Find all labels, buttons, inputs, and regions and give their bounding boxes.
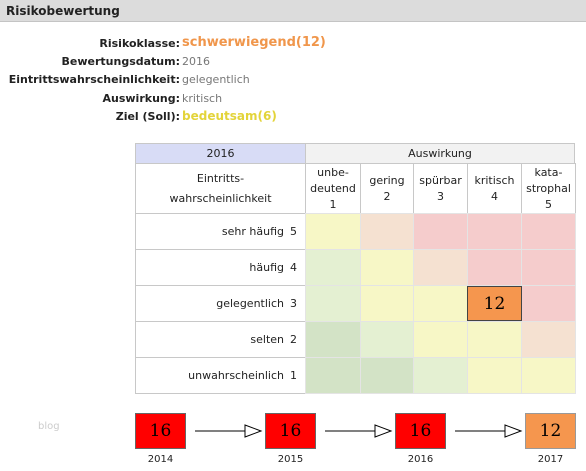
risk-cell: [467, 249, 522, 286]
timeline-year: 2015: [277, 454, 304, 465]
row-level: 4: [290, 260, 297, 274]
field-value: kritisch: [182, 92, 223, 105]
column-label-line: kritisch: [474, 173, 515, 187]
column-level: 1: [329, 197, 337, 211]
column-label: spürbar 3: [413, 163, 468, 214]
risk-cell: [521, 213, 576, 250]
field-label: Auswirkung:: [102, 92, 181, 105]
watermark: blog: [38, 421, 60, 432]
risk-cell: [305, 213, 361, 250]
timeline-year: 2014: [147, 454, 174, 465]
row-label-text: gelegentlich: [216, 296, 284, 310]
risk-cell: [305, 249, 361, 286]
column-label: unbe-deutend 1: [305, 163, 361, 214]
risk-cell: [413, 321, 468, 358]
column-label-line: unbe-: [317, 165, 349, 179]
field-label: Risikoklasse:: [99, 37, 180, 50]
timeline-box: 16: [135, 413, 186, 449]
current-risk: 12: [467, 286, 522, 321]
field-label: Eintrittswahrscheinlichkeit:: [8, 73, 180, 86]
row-label: häufig 4: [135, 249, 306, 286]
field-label: Bewertungsdatum:: [61, 55, 180, 68]
risk-cell: [521, 321, 576, 358]
row-level: 5: [290, 224, 297, 238]
arrow-part: [374, 424, 393, 438]
row-level: 2: [290, 332, 297, 346]
row-label-text: häufig: [249, 260, 284, 274]
row-label: unwahrscheinlich 1: [135, 357, 306, 394]
risk-cell: [521, 357, 576, 394]
risk-cell: [413, 213, 468, 250]
column-level: 4: [491, 189, 498, 203]
row-level: 3: [290, 296, 297, 310]
risk-cell: [360, 321, 414, 358]
risk-cell: [413, 357, 468, 394]
row-header-line: Eintritts-: [196, 171, 245, 185]
field-value: 2016: [182, 55, 210, 68]
risk-cell: [305, 285, 361, 322]
field-value: gelegentlich: [182, 73, 250, 86]
column-label: gering 2: [360, 163, 414, 214]
column-label-line: gering: [369, 173, 405, 187]
column-label: kata-strophal 5: [521, 163, 576, 214]
risk-cell: [413, 285, 468, 322]
risk-cell: [467, 357, 522, 394]
risk-cell: [467, 213, 522, 250]
risk-cell: [360, 357, 414, 394]
field-value: bedeutsam(6): [182, 109, 277, 123]
column-label-line: spürbar: [419, 173, 462, 187]
row-label-text: selten: [250, 332, 284, 346]
column-level: 2: [383, 189, 391, 203]
risk-cell: [360, 213, 414, 250]
field-value: schwerwiegend(12): [182, 35, 326, 50]
column-label-line: strophal: [526, 181, 571, 195]
risk-cell: [521, 249, 576, 286]
timeline-box: 16: [265, 413, 316, 449]
risk-cell: [521, 285, 576, 322]
row-label: sehr häufig 5: [135, 213, 306, 250]
row-label: selten 2: [135, 321, 306, 358]
column-label: kritisch 4: [467, 163, 522, 214]
risk-cell: [413, 249, 468, 286]
risk-cell: [467, 321, 522, 358]
risk-cell: [360, 249, 414, 286]
panel-title: Risikobewertung: [0, 0, 586, 22]
column-level: 5: [545, 197, 552, 211]
column-label-line: kata-: [534, 165, 563, 179]
column-label-line: deutend: [310, 181, 356, 195]
timeline-box: 16: [395, 413, 446, 449]
timeline-box: 12: [525, 413, 576, 449]
arrow-part: [504, 424, 523, 438]
timeline-year: 2016: [407, 454, 434, 465]
field-label: Ziel (Soll):: [115, 110, 180, 123]
timeline-year: 2017: [537, 454, 564, 465]
row-label-text: unwahrscheinlich: [188, 368, 284, 382]
arrow-part: [244, 424, 263, 438]
row-header-line: wahrscheinlichkeit: [169, 191, 272, 205]
column-level: 3: [437, 189, 444, 203]
row-label-text: sehr häufig: [221, 224, 284, 238]
row-header: Eintritts-wahrscheinlichkeit: [135, 163, 306, 214]
column-header: Auswirkung: [305, 143, 575, 164]
row-label: gelegentlich 3: [135, 285, 306, 322]
risk-cell: [305, 357, 361, 394]
row-level: 1: [290, 368, 297, 382]
year-cell: 2016: [135, 143, 306, 164]
risk-cell: [305, 321, 361, 358]
risk-cell: [360, 285, 414, 322]
